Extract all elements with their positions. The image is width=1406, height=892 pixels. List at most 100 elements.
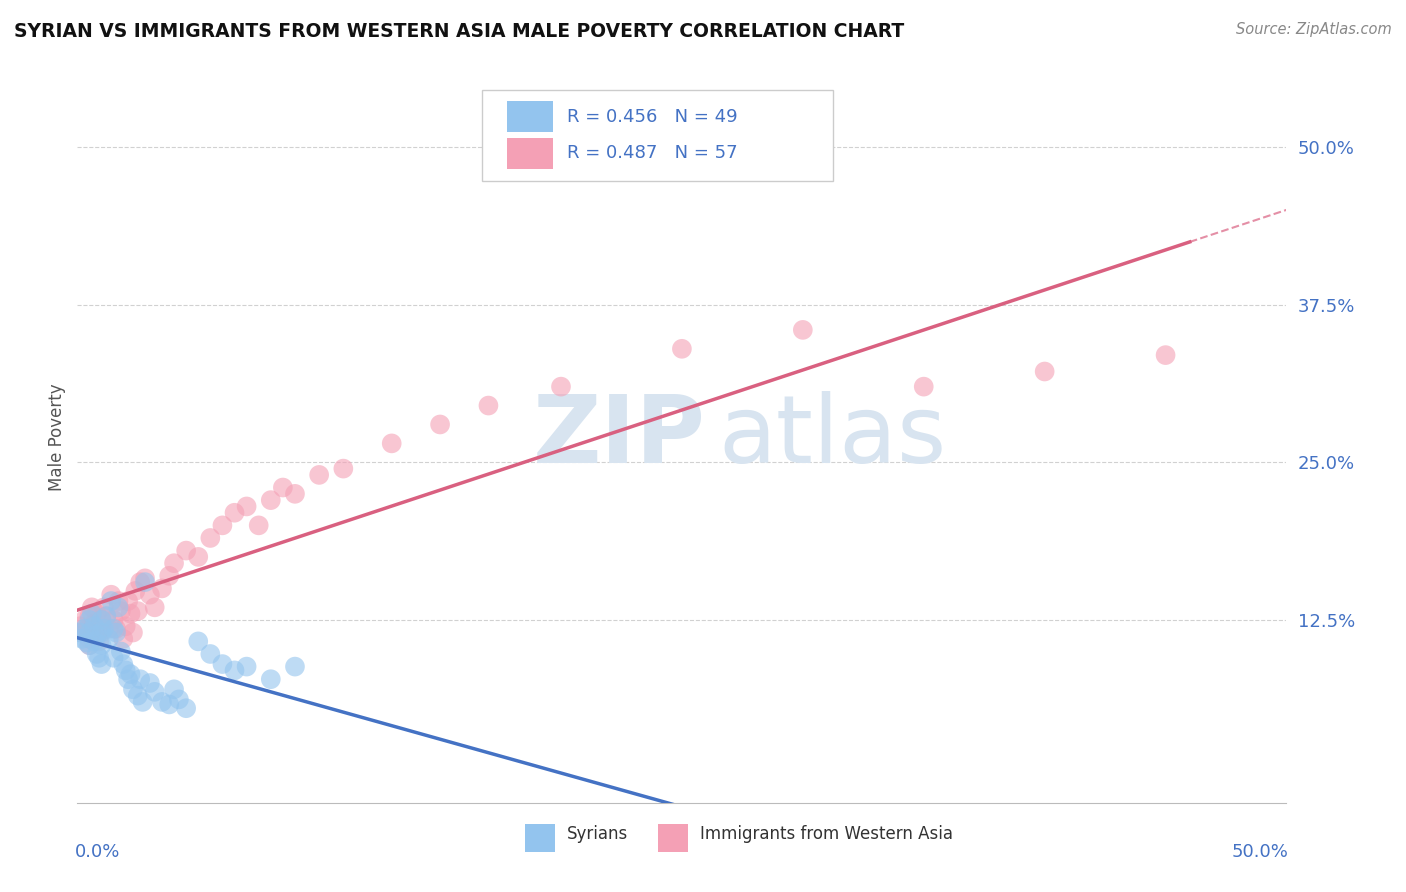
Point (93, 622, 115, 636)
Point (103, 650, 125, 665)
Point (83, 634, 105, 648)
Point (187, 634, 209, 648)
Point (139, 676, 162, 690)
FancyBboxPatch shape (658, 824, 688, 852)
Point (86, 629, 108, 643)
Point (70, 625, 93, 640)
Point (96, 609, 118, 624)
Point (1033, 364, 1056, 378)
Text: R = 0.456   N = 49: R = 0.456 N = 49 (567, 108, 738, 126)
Point (134, 575, 156, 590)
Point (129, 672, 152, 686)
Point (120, 667, 142, 681)
Point (912, 379, 935, 393)
Point (79, 632, 101, 646)
Point (200, 531, 222, 545)
Point (120, 607, 142, 621)
Point (79, 638, 101, 652)
Point (122, 682, 145, 697)
Text: SYRIAN VS IMMIGRANTS FROM WESTERN ASIA MALE POVERTY CORRELATION CHART: SYRIAN VS IMMIGRANTS FROM WESTERN ASIA M… (14, 22, 904, 41)
Point (131, 695, 153, 709)
Point (79, 613, 101, 627)
Point (73, 613, 96, 627)
Point (69, 619, 91, 633)
Point (100, 594, 122, 608)
Point (96, 609, 118, 624)
Point (97, 632, 120, 646)
Point (90, 613, 112, 627)
Point (247, 518, 270, 533)
Point (235, 659, 257, 673)
Point (143, 600, 166, 615)
Point (308, 467, 330, 482)
Point (107, 594, 129, 608)
FancyBboxPatch shape (506, 138, 553, 169)
Point (76, 635, 98, 649)
Point (117, 594, 139, 608)
Text: 50.0%: 50.0% (1232, 843, 1289, 861)
Point (200, 647, 222, 661)
Point (174, 701, 197, 715)
Point (112, 632, 135, 646)
Point (157, 569, 180, 583)
Point (124, 583, 146, 598)
Point (260, 672, 283, 686)
Point (110, 604, 132, 618)
Point (163, 682, 186, 697)
Point (332, 461, 354, 475)
Point (163, 556, 186, 570)
Point (79, 638, 101, 652)
Point (114, 619, 136, 633)
Point (157, 698, 180, 712)
Point (550, 379, 572, 393)
Point (86, 647, 108, 661)
Point (224, 506, 246, 520)
Point (76, 622, 98, 636)
Point (150, 695, 173, 709)
Point (103, 622, 125, 636)
Point (90, 622, 112, 636)
Text: ZIP: ZIP (533, 391, 706, 483)
Point (79, 625, 101, 640)
Point (122, 625, 145, 640)
Point (671, 342, 693, 356)
Point (134, 571, 156, 585)
Point (70, 632, 93, 646)
Text: Immigrants from Western Asia: Immigrants from Western Asia (700, 825, 953, 843)
Point (103, 613, 125, 627)
Point (381, 436, 404, 450)
Point (271, 481, 294, 495)
Point (143, 685, 166, 699)
Point (83, 619, 105, 633)
Point (211, 657, 233, 671)
Point (114, 664, 136, 678)
Point (260, 493, 283, 508)
Point (139, 588, 162, 602)
Point (127, 689, 149, 703)
Y-axis label: Male Poverty: Male Poverty (48, 384, 66, 491)
Text: R = 0.487   N = 57: R = 0.487 N = 57 (567, 145, 738, 162)
Point (90, 638, 112, 652)
Point (107, 600, 129, 615)
Point (90, 613, 112, 627)
Point (235, 500, 257, 514)
Point (174, 543, 197, 558)
Point (80, 607, 103, 621)
Text: Syrians: Syrians (567, 825, 628, 843)
Point (90, 625, 112, 640)
Point (105, 622, 128, 636)
Point (150, 582, 173, 596)
Point (792, 323, 814, 337)
Point (1154, 348, 1177, 362)
FancyBboxPatch shape (506, 102, 553, 132)
Point (100, 588, 122, 602)
Point (167, 692, 190, 706)
Point (211, 518, 233, 533)
Point (224, 664, 246, 678)
Point (69, 625, 91, 640)
Point (187, 549, 209, 564)
Point (129, 575, 152, 590)
Point (284, 659, 307, 673)
Point (97, 622, 120, 636)
FancyBboxPatch shape (482, 90, 832, 181)
